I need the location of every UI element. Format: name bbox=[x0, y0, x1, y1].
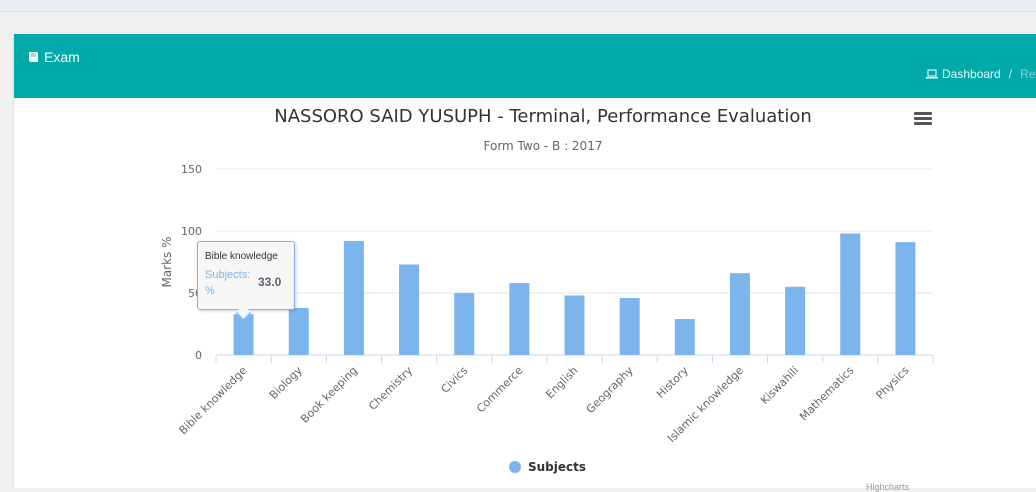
chart-credits: Highcharts bbox=[866, 482, 910, 492]
bar-physics bbox=[895, 242, 916, 355]
x-tick-label: Physics bbox=[874, 364, 912, 402]
x-tick-label: Biology bbox=[267, 364, 305, 402]
panel-title: Exam bbox=[28, 49, 80, 65]
x-tick-label: Chemistry bbox=[366, 364, 415, 413]
legend-label: Subjects bbox=[528, 460, 586, 474]
bar-english bbox=[564, 295, 585, 355]
bar-civics bbox=[454, 293, 475, 355]
chart-tooltip: Bible knowledge Subjects: % 33.0 bbox=[197, 241, 295, 321]
book-icon bbox=[29, 52, 38, 62]
chart-title: NASSORO SAID YUSUPH - Terminal, Performa… bbox=[274, 106, 812, 127]
bar-book-keeping bbox=[343, 240, 364, 355]
x-tick-label: History bbox=[654, 364, 691, 401]
x-tick-label: Mathematics bbox=[797, 364, 857, 424]
x-tick-label: English bbox=[543, 364, 580, 401]
bar-kiswahili bbox=[785, 286, 806, 355]
y-axis-title: Marks % bbox=[160, 236, 174, 287]
x-tick-label: Kiswahili bbox=[758, 364, 801, 407]
chart-menu-icon[interactable] bbox=[914, 112, 932, 126]
x-tick-label: Book keeping bbox=[298, 364, 360, 426]
bar-bible-knowledge bbox=[233, 314, 254, 355]
breadcrumb-dashboard-link[interactable]: Dashboard bbox=[942, 67, 1001, 81]
x-tick-label: Geography bbox=[584, 364, 636, 416]
y-tick-label: 150 bbox=[181, 163, 202, 176]
y-tick-label: 100 bbox=[181, 225, 202, 238]
tooltip-series-label: Subjects: % bbox=[205, 269, 251, 297]
x-tick-label: Commerce bbox=[474, 364, 526, 416]
bar-biology bbox=[288, 307, 309, 355]
breadcrumb: Dashboard / Re bbox=[926, 67, 1035, 81]
tooltip-category: Bible knowledge bbox=[205, 251, 278, 262]
bar-chemistry bbox=[399, 264, 420, 355]
top-bar bbox=[0, 0, 1036, 12]
bar-geography bbox=[619, 297, 640, 355]
x-tick-label: Civics bbox=[438, 364, 470, 396]
bar-commerce bbox=[509, 283, 530, 355]
chart-subtitle: Form Two - B : 2017 bbox=[484, 139, 603, 153]
bar-history bbox=[674, 319, 695, 355]
breadcrumb-separator: / bbox=[1008, 67, 1013, 81]
exam-panel: Exam Dashboard / Re bbox=[13, 34, 1036, 488]
laptop-icon bbox=[926, 69, 938, 79]
bar-mathematics bbox=[840, 233, 861, 355]
tooltip-value: 33.0 bbox=[258, 275, 282, 289]
panel-title-text: Exam bbox=[44, 49, 80, 65]
y-tick-label: 0 bbox=[195, 349, 202, 362]
breadcrumb-current: Re bbox=[1020, 67, 1036, 81]
x-tick-label: Bible knowledge bbox=[176, 364, 249, 437]
bar-islamic-knowledge bbox=[729, 273, 750, 355]
panel-header: Exam Dashboard / Re bbox=[14, 34, 1036, 98]
legend-symbol bbox=[509, 461, 521, 473]
